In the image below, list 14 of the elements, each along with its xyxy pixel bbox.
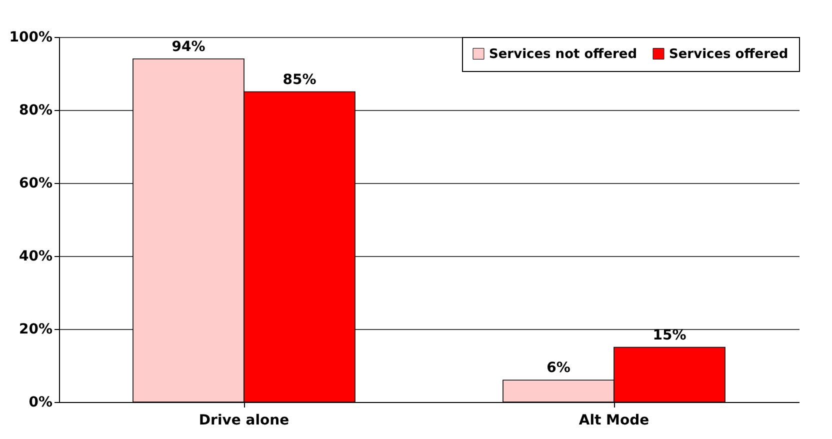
data-label: 15% [652, 327, 686, 344]
x-tick-label: Alt Mode [578, 412, 650, 428]
data-label: 94% [172, 38, 206, 55]
y-tick-label: 60% [18, 176, 52, 192]
y-tick-label: 40% [18, 248, 52, 264]
legend-label: Services not offered [489, 46, 638, 62]
y-tick-label: 100% [9, 30, 52, 46]
data-label: 85% [282, 72, 316, 88]
data-label: 6% [546, 360, 570, 376]
y-tick-label: 80% [18, 102, 52, 118]
y-tick-label: 0% [28, 394, 52, 410]
x-tick-label: Drive alone [198, 412, 290, 428]
legend-label: Services offered [669, 46, 788, 62]
y-tick-label: 20% [18, 322, 52, 338]
